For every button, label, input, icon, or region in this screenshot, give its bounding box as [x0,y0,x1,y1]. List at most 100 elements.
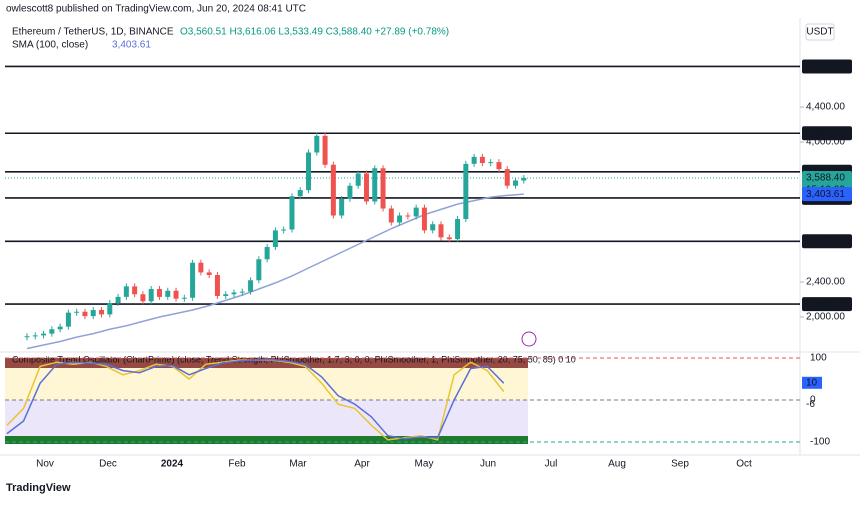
candle [82,311,88,317]
candle [223,294,229,297]
osc-slow-label: -6 [806,399,815,410]
candle [488,162,494,164]
candle [405,215,411,217]
candle [49,329,55,334]
candle [496,162,502,170]
event-icon[interactable] [521,331,537,347]
candle [380,168,386,209]
y-tick-label: 2,400.00 [806,277,845,288]
level-label: 2,147.77 [806,299,845,310]
candle [471,156,477,164]
candle [206,272,212,276]
candle [455,218,461,240]
candle [513,180,519,186]
x-tick-label: Jul [545,459,558,470]
last-price-label: 3,588.40 [806,173,845,184]
level-box [802,126,852,141]
candle [397,215,403,223]
candle [181,297,187,299]
y-tick-label: 2,000.00 [806,312,845,323]
x-tick-label: Nov [36,459,54,470]
sma-name: SMA (100, close) [12,40,88,51]
osc-fast-label: 10 [806,377,818,388]
x-tick-label: Aug [608,459,626,470]
candle [148,289,154,302]
candle [339,198,345,216]
candle [140,294,146,302]
candle [256,259,262,281]
level-label: 2,865.48 [806,236,845,247]
candle [156,289,162,297]
currency[interactable]: USDT [806,27,833,38]
candle [479,156,485,163]
candle [239,291,245,293]
candle [57,326,63,330]
candle [504,169,510,186]
candle [24,336,30,338]
candle [347,185,353,199]
candle [231,292,237,295]
osc-top-band [5,358,528,368]
sma-line [26,193,524,350]
candle [446,237,452,240]
ohlc: O3,560.51 H3,616.06 L3,533.49 C3,588.40 … [180,27,449,38]
sma-box [802,187,852,202]
candle [115,296,121,304]
y-tick-label: 4,000.00 [806,137,845,148]
y-tick-label: 4,400.00 [806,102,845,113]
level-label: 4,863.10 [806,61,845,72]
x-tick-label: Sep [671,459,689,470]
candle [322,135,328,165]
x-tick-label: May [415,459,434,470]
sma-label: 3,403.61 [806,189,845,200]
candle [388,208,394,223]
candle [165,290,171,297]
candle [99,310,105,315]
candle [281,229,287,231]
candle [438,224,444,238]
candle [32,335,38,337]
osc-tick-label: 0 [810,395,816,406]
x-tick-label: Oct [736,459,752,470]
candle [355,173,361,186]
candle [264,247,270,260]
candle [214,275,220,297]
candle [330,164,336,216]
level-box [802,297,852,312]
candle [306,152,312,191]
candle [430,224,436,231]
level-box [802,59,852,74]
candle [123,286,129,297]
publisher: owlescott8 published on TradingView.com,… [6,4,306,15]
candle [248,280,254,292]
x-tick-label: Jun [480,459,496,470]
x-tick-label: Feb [228,459,246,470]
candle [289,196,295,230]
x-tick-label: Dec [99,459,117,470]
candle [90,310,96,317]
candle [463,163,469,219]
x-tick-label: Mar [289,459,307,470]
candle [190,262,196,298]
candle [521,178,527,181]
candle [297,190,303,197]
candle [363,173,369,202]
candle [314,135,320,153]
candle [65,312,71,327]
osc-title: Composite Trend Oscillator (ChartPrime) … [12,354,576,364]
candle [413,207,419,217]
osc-bear-zone [5,400,528,442]
candle [421,207,427,231]
candle [173,290,179,299]
candle [107,303,113,315]
logo: TradingView [6,482,71,494]
osc-tick-label: -100 [810,437,830,448]
currency-box[interactable] [805,23,835,41]
candle [372,168,378,202]
candle [74,311,80,313]
candle [132,286,138,295]
sma-value: 3,403.61 [112,40,151,51]
symbol: Ethereum / TetherUS, 1D, BINANCE [12,27,174,38]
